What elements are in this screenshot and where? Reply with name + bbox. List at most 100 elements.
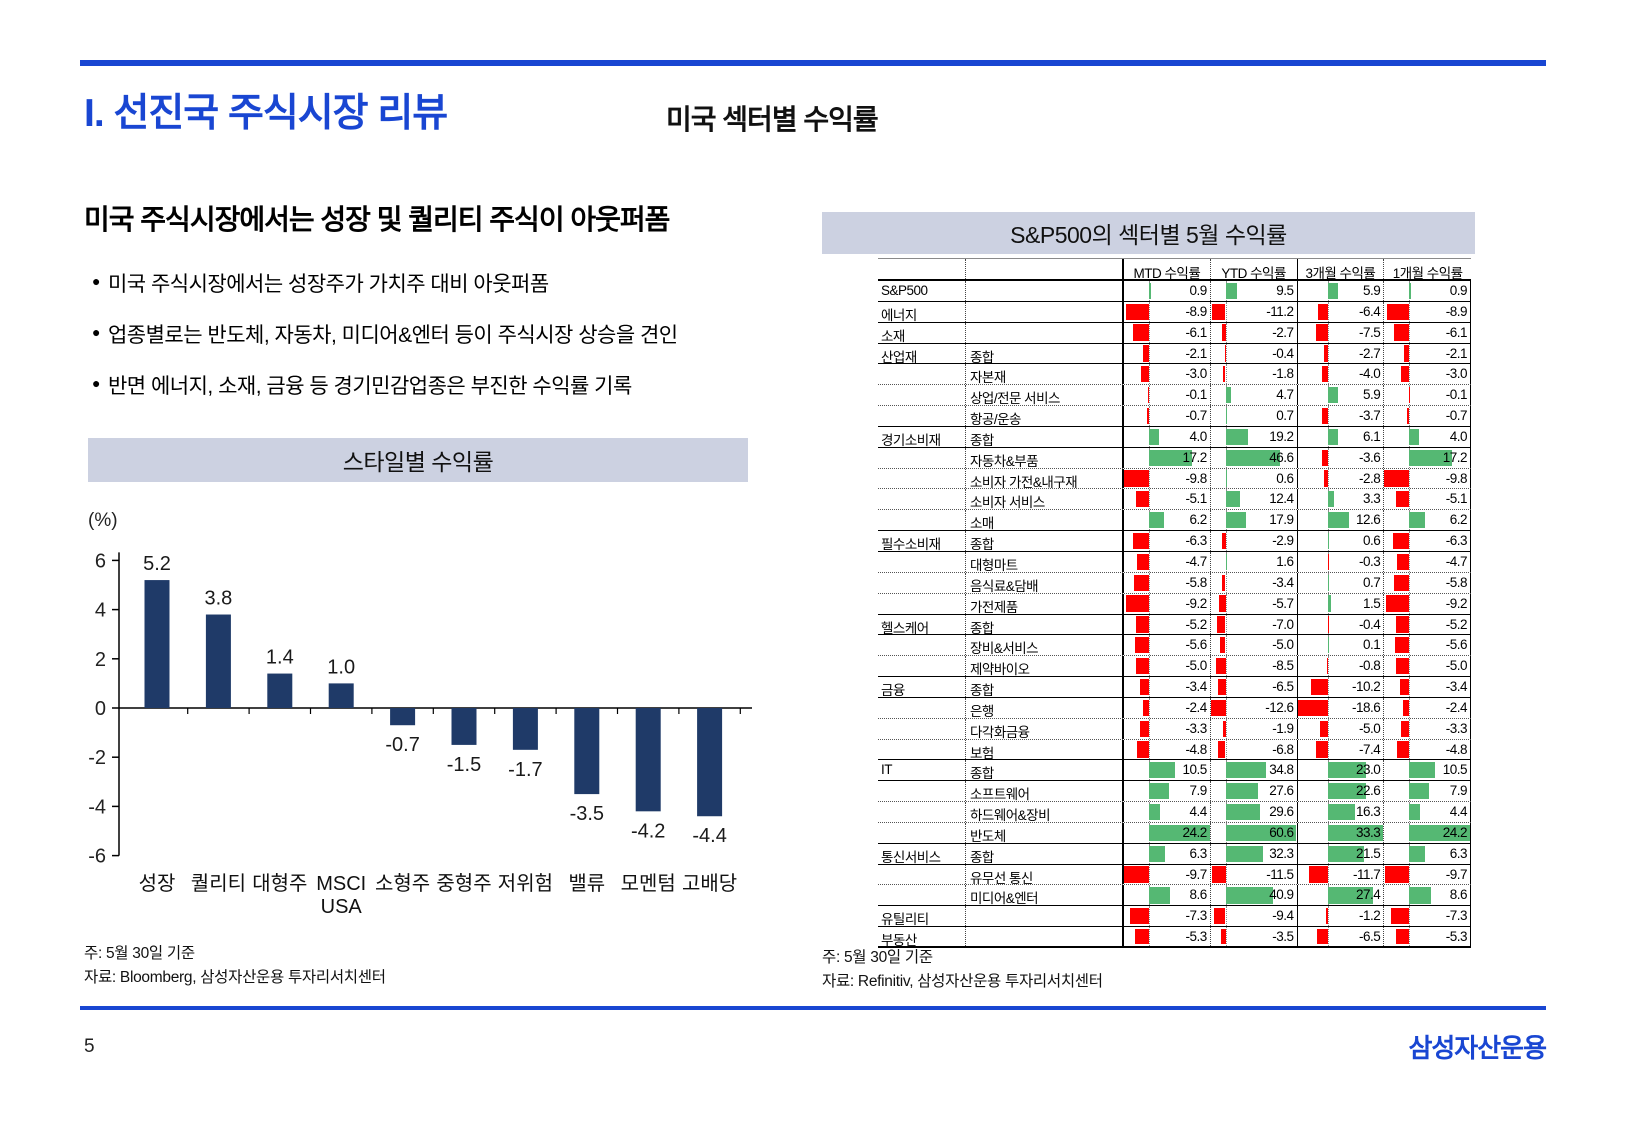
bullet-text: 업종별로는 반도체, 자동차, 미디어&엔터 등이 주식시장 상승을 견인 bbox=[107, 324, 678, 347]
return-value-cell: 10.5 bbox=[1384, 760, 1471, 781]
return-value-cell: 0.7 bbox=[1211, 406, 1298, 426]
return-value-cell: 27.4 bbox=[1298, 885, 1385, 906]
return-value-cell: 17.2 bbox=[1124, 447, 1211, 468]
data-bar bbox=[1225, 512, 1247, 529]
data-bar bbox=[1132, 532, 1149, 550]
return-value: -7.4 bbox=[1358, 741, 1381, 757]
data-bar bbox=[1394, 574, 1409, 591]
table-row: 항공/운송 -0.7 0.7 -3.7 -0.7 bbox=[878, 406, 1471, 427]
header-cell: 3개월 수익률 bbox=[1298, 259, 1385, 279]
table-row: 금융 종합 -3.4 -6.5 -10.2 -3.4 bbox=[878, 677, 1471, 698]
data-bar bbox=[1328, 887, 1374, 904]
return-value-cell: 17.2 bbox=[1384, 447, 1471, 468]
databar-axis bbox=[1408, 593, 1410, 614]
databar-axis bbox=[1408, 739, 1410, 760]
table-row: 장비&서비스 -5.6 -5.0 0.1 -5.6 bbox=[878, 635, 1471, 657]
databar-axis bbox=[1148, 364, 1150, 385]
return-value: -3.4 bbox=[1272, 574, 1294, 590]
subsector-cell: 상업/전문 서비스 bbox=[966, 385, 1124, 406]
return-value-cell: -1.9 bbox=[1211, 718, 1298, 739]
sector-group-cell: 금융 bbox=[878, 677, 966, 697]
return-value-cell: -11.2 bbox=[1211, 301, 1298, 322]
databar-axis bbox=[1225, 697, 1227, 718]
return-value-cell: -9.4 bbox=[1211, 906, 1298, 927]
subsector-cell: 종합 bbox=[966, 614, 1124, 635]
subsector-cell bbox=[966, 927, 1124, 946]
data-bar bbox=[1408, 783, 1429, 800]
table-row: 필수소비재 종합 -6.3 -2.9 0.6 -6.3 bbox=[878, 531, 1471, 552]
return-value-cell: -5.8 bbox=[1124, 572, 1211, 593]
subsector-cell: 장비&서비스 bbox=[966, 635, 1124, 656]
return-value: 6.3 bbox=[1189, 845, 1207, 861]
return-value: -9.8 bbox=[1185, 470, 1207, 486]
subsector-cell: 자동차&부품 bbox=[966, 447, 1124, 468]
data-bar bbox=[1328, 491, 1334, 508]
return-value-cell: -9.7 bbox=[1124, 864, 1211, 885]
return-value-cell: -5.6 bbox=[1124, 635, 1211, 656]
data-bar bbox=[1297, 699, 1329, 716]
subsector-cell: 제약바이오 bbox=[966, 656, 1124, 677]
data-bar bbox=[1319, 720, 1329, 737]
bullet-item: ● 반면 에너지, 소재, 금융 등 경기민감업종은 부진한 수익률 기록 bbox=[92, 370, 792, 400]
databar-axis bbox=[1225, 593, 1227, 614]
subsector-cell: 대형마트 bbox=[966, 551, 1124, 572]
data-bar bbox=[1401, 366, 1409, 383]
data-bar bbox=[1148, 845, 1165, 862]
databar-axis bbox=[1225, 322, 1227, 343]
return-value-cell: 1.6 bbox=[1211, 551, 1298, 572]
databar-axis bbox=[1148, 468, 1150, 489]
data-bar bbox=[1130, 908, 1149, 925]
sector-group-cell bbox=[878, 593, 966, 614]
bullet-text: 미국 주식시장에서는 성장주가 가치주 대비 아웃퍼폼 bbox=[107, 273, 549, 296]
return-value-cell: 6.3 bbox=[1384, 843, 1471, 864]
return-value: -4.0 bbox=[1358, 366, 1381, 382]
return-value-cell: 9.5 bbox=[1211, 281, 1298, 301]
data-bar bbox=[1210, 699, 1226, 716]
table-row: 다각화금융 -3.3 -1.9 -5.0 -3.3 bbox=[878, 718, 1471, 740]
table-header-row: MTD 수익률 YTD 수익률 3개월 수익률 1개월 수익률 bbox=[878, 258, 1471, 281]
return-value-cell: -6.3 bbox=[1124, 531, 1211, 551]
return-value-cell: -8.5 bbox=[1211, 656, 1298, 677]
sector-group-cell bbox=[878, 718, 966, 739]
table-row: 하드웨어&장비 4.4 29.6 16.3 4.4 bbox=[878, 802, 1471, 823]
y-tick-label: -6 bbox=[88, 846, 106, 868]
y-tick-label: 4 bbox=[95, 600, 106, 622]
subsector-cell bbox=[966, 281, 1124, 301]
data-bar bbox=[1408, 824, 1470, 841]
data-bar bbox=[1328, 824, 1384, 841]
data-bar bbox=[1218, 595, 1226, 612]
data-bar bbox=[1396, 491, 1409, 508]
databar-axis bbox=[1148, 697, 1150, 718]
table-row: 부동산 -5.3 -3.5 -6.5 -5.3 bbox=[878, 927, 1471, 948]
return-value: 0.1 bbox=[1362, 637, 1381, 653]
data-bar bbox=[1217, 741, 1226, 758]
data-bar bbox=[1328, 595, 1331, 612]
return-value-cell: -5.3 bbox=[1384, 927, 1471, 946]
return-value: -5.2 bbox=[1445, 616, 1468, 632]
return-value-cell: -7.5 bbox=[1298, 322, 1385, 343]
return-value: -3.7 bbox=[1358, 408, 1381, 424]
databar-axis bbox=[1328, 656, 1330, 677]
return-value-cell: -3.4 bbox=[1384, 677, 1471, 697]
table-row: 은행 -2.4 -12.6 -18.6 -2.4 bbox=[878, 697, 1471, 719]
data-bar bbox=[1148, 512, 1165, 529]
return-value-cell: 8.6 bbox=[1124, 885, 1211, 906]
data-bar bbox=[1408, 762, 1436, 779]
sector-group-cell bbox=[878, 406, 966, 426]
category-label: MSCI USA bbox=[316, 873, 366, 918]
return-value-cell: -0.7 bbox=[1384, 406, 1471, 426]
databar-axis bbox=[1148, 343, 1150, 364]
return-value: 4.7 bbox=[1276, 387, 1294, 403]
bar-value-label: 1.4 bbox=[266, 647, 294, 669]
return-value-cell: -2.7 bbox=[1298, 343, 1385, 364]
data-bar bbox=[1225, 491, 1241, 508]
subsector-cell: 소매 bbox=[966, 510, 1124, 531]
return-value-cell: 0.6 bbox=[1298, 531, 1385, 551]
return-value-cell: 0.1 bbox=[1298, 635, 1385, 656]
y-tick-label: -2 bbox=[88, 747, 106, 769]
return-value: 6.2 bbox=[1189, 512, 1207, 528]
data-bar bbox=[1308, 866, 1329, 883]
return-value: -8.5 bbox=[1272, 658, 1294, 674]
sector-group-cell bbox=[878, 364, 966, 385]
return-value: -6.1 bbox=[1445, 324, 1468, 340]
